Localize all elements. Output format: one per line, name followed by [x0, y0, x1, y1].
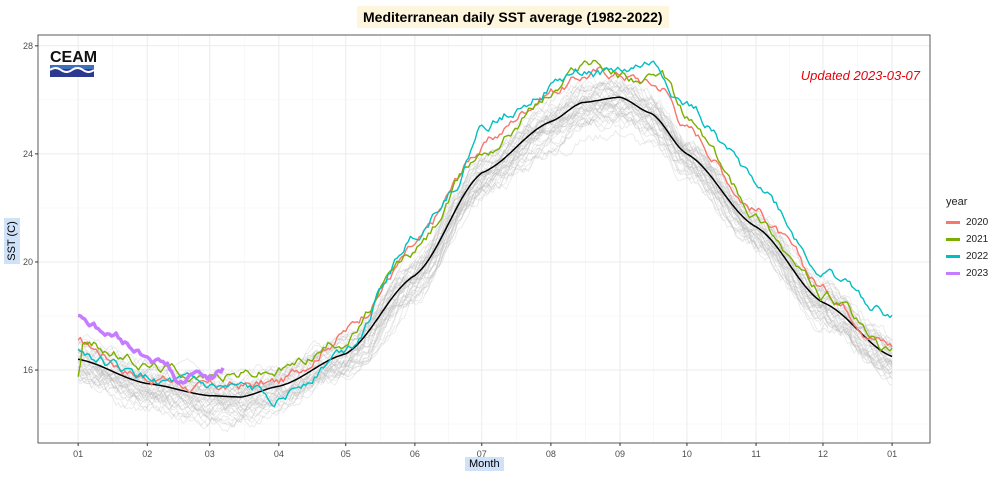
legend-item-2020: 2020 [946, 214, 988, 231]
x-tick-label: 02 [142, 449, 152, 459]
x-tick-label: 03 [205, 449, 215, 459]
y-tick-label: 20 [23, 257, 33, 267]
legend-swatch [946, 221, 960, 224]
legend: year 2020 2021 2022 2023 [946, 196, 988, 282]
legend-swatch [946, 272, 960, 275]
svg-text:CEAM: CEAM [50, 49, 96, 66]
y-tick-label: 16 [23, 365, 33, 375]
legend-label: 2020 [966, 217, 988, 228]
x-tick-label: 01 [73, 449, 83, 459]
x-tick-label: 12 [818, 449, 828, 459]
x-tick-label: 10 [682, 449, 692, 459]
x-tick-label: 06 [410, 449, 420, 459]
legend-label: 2023 [966, 268, 988, 279]
ceam-logo: CEAM [50, 48, 96, 83]
y-tick-label: 28 [23, 41, 33, 51]
x-axis-label: Month [465, 457, 504, 471]
legend-item-2023: 2023 [946, 265, 988, 282]
x-tick-label: 01 [887, 449, 897, 459]
x-tick-label: 11 [751, 449, 760, 459]
y-axis-label: SST (C) [4, 218, 20, 264]
updated-annotation: Updated 2023-03-07 [801, 68, 920, 83]
legend-label: 2021 [966, 234, 988, 245]
legend-item-2022: 2022 [946, 248, 988, 265]
legend-swatch [946, 255, 960, 258]
y-tick-label: 24 [23, 149, 33, 159]
x-tick-label: 04 [274, 449, 284, 459]
x-tick-label: 08 [546, 449, 556, 459]
legend-title: year [946, 196, 988, 208]
legend-item-2021: 2021 [946, 231, 988, 248]
x-tick-label: 05 [341, 449, 351, 459]
x-tick-label: 09 [615, 449, 625, 459]
legend-swatch [946, 238, 960, 241]
legend-label: 2022 [966, 251, 988, 262]
